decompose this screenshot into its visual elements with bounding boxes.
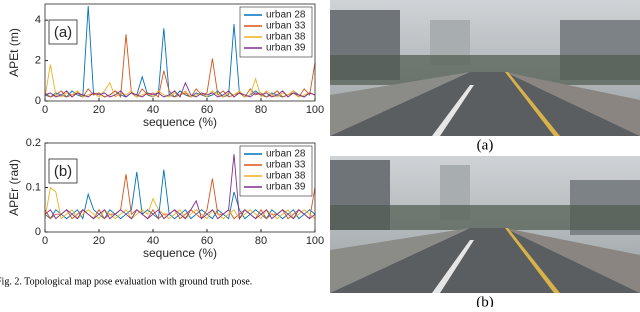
x-tick-label: 20: [93, 104, 105, 116]
series-line: [44, 64, 316, 98]
legend-label: urban 28: [266, 149, 306, 160]
y-axis-label: APEt (m): [7, 28, 21, 77]
image-label: (a): [477, 137, 494, 153]
y-tick-label: 2: [35, 54, 41, 66]
legend-label: urban 38: [266, 171, 306, 182]
legend-label: urban 33: [266, 160, 306, 171]
x-tick-label: 100: [306, 104, 324, 116]
legend-label: urban 39: [266, 182, 306, 193]
series-line: [44, 154, 316, 221]
y-tick-label: 0.1: [26, 181, 41, 193]
x-axis-label: sequence (%): [143, 246, 217, 260]
legend-label: urban 39: [266, 43, 306, 54]
annotation-box: [48, 19, 78, 45]
photo-b: [330, 156, 640, 293]
annotation-box: [48, 158, 78, 184]
legend-label: urban 38: [266, 32, 306, 43]
y-tick-label: 4: [35, 14, 41, 26]
x-tick-label: 40: [147, 235, 159, 247]
caption: Fig. 2. Topological map pose evaluation …: [0, 276, 252, 287]
y-tick-label: 0: [35, 95, 41, 107]
x-tick-label: 60: [201, 104, 213, 116]
x-tick-label: 0: [42, 235, 48, 247]
y-tick-label: 0: [35, 226, 41, 238]
photo-a: [330, 0, 640, 136]
x-tick-label: 20: [93, 235, 105, 247]
x-tick-label: 60: [201, 235, 213, 247]
series-line: [44, 81, 316, 98]
legend-label: urban 33: [266, 21, 306, 32]
x-tick-label: 0: [42, 104, 48, 116]
y-axis-label: APEr (rad): [7, 159, 21, 216]
x-axis-label: sequence (%): [143, 115, 217, 129]
x-tick-label: 100: [306, 235, 324, 247]
x-tick-label: 80: [255, 235, 267, 247]
legend-label: urban 28: [266, 10, 306, 21]
series-line: [44, 5, 316, 98]
x-tick-label: 80: [255, 104, 267, 116]
image-label: (b): [476, 294, 494, 307]
annotation: (b): [54, 163, 72, 180]
series-line: [44, 186, 316, 220]
y-tick-label: 0.2: [26, 137, 41, 149]
annotation: (a): [54, 24, 72, 41]
x-tick-label: 40: [147, 104, 159, 116]
plot-frame: [44, 3, 316, 102]
